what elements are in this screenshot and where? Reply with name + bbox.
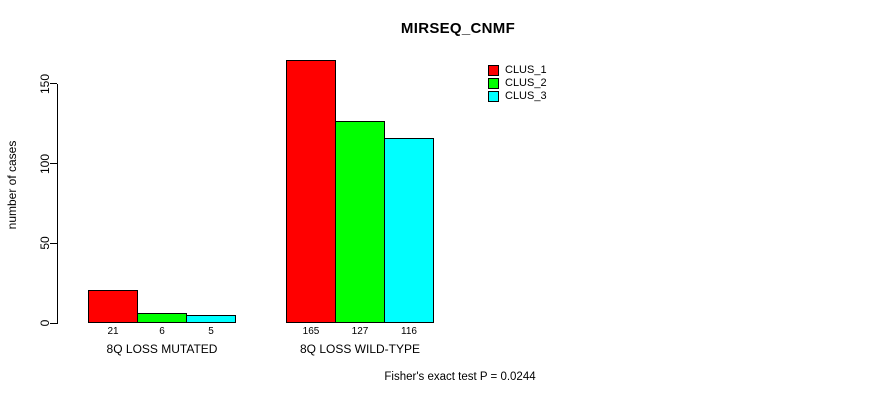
y-axis-label: number of cases (5, 140, 19, 230)
legend-label: CLUS_2 (505, 77, 547, 89)
bar-value-label: 116 (401, 326, 417, 337)
bar-clus_2-group1 (335, 121, 385, 323)
bar-clus_1-group1 (286, 60, 336, 323)
y-axis-tick (50, 322, 57, 324)
bar-clus_2-group0 (137, 313, 187, 323)
bar-value-label: 6 (159, 326, 165, 337)
bar-value-label: 5 (208, 326, 214, 337)
legend-label: CLUS_3 (505, 90, 547, 102)
annotation-text: Fisher's exact test P = 0.0244 (384, 371, 536, 383)
category-label: 8Q LOSS MUTATED (106, 342, 218, 356)
legend-swatch-clus_1 (488, 65, 499, 76)
category-label: 8Q LOSS WILD-TYPE (299, 342, 421, 356)
y-axis-tick (50, 242, 57, 244)
legend-swatch-clus_2 (488, 78, 499, 89)
y-axis-tick (50, 163, 57, 165)
bar-value-label: 127 (351, 326, 369, 337)
legend-row: CLUS_3 (488, 90, 547, 103)
y-axis-tick-label: 50 (38, 236, 52, 250)
legend-row: CLUS_1 (488, 64, 547, 77)
bar-clus_3-group0 (186, 315, 236, 323)
y-axis-tick-label: 150 (38, 73, 52, 94)
bar-value-label: 165 (302, 326, 320, 337)
bar-value-label: 21 (107, 326, 119, 337)
legend-label: CLUS_1 (505, 64, 547, 76)
y-axis-line (57, 83, 58, 324)
bar-clus_3-group1 (384, 138, 434, 323)
legend-swatch-clus_3 (488, 91, 499, 102)
y-axis-tick-label: 0 (38, 319, 52, 327)
legend-row: CLUS_2 (488, 77, 547, 90)
y-axis-tick (50, 83, 57, 85)
chart-title: MIRSEQ_CNMF (400, 20, 516, 37)
legend: CLUS_1 CLUS_2 CLUS_3 (488, 64, 547, 103)
bar-clus_1-group0 (88, 290, 138, 323)
y-axis-tick-label: 100 (38, 153, 52, 174)
